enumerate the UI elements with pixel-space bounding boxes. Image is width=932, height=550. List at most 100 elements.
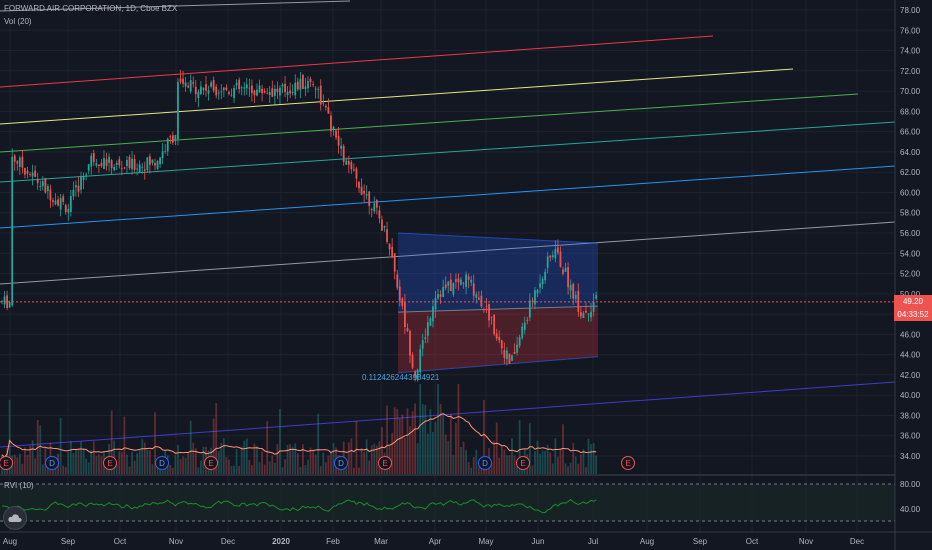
symbol-legend[interactable]: FORWARD AIR CORPORATION, 1D, Cboe BZX — [4, 4, 178, 13]
candle-body — [544, 271, 547, 281]
volume-bar — [156, 463, 159, 474]
rvi-legend[interactable]: RVI (10) — [4, 481, 34, 490]
dividend-marker[interactable]: D — [478, 456, 492, 470]
channel-line[interactable] — [0, 68, 794, 125]
candle-body — [182, 78, 184, 84]
earnings-marker[interactable]: E — [0, 456, 13, 470]
volume-bar — [564, 463, 567, 474]
candle-body — [118, 159, 121, 166]
volume-bar — [87, 462, 90, 474]
candle-body — [396, 274, 399, 288]
volume-bar — [541, 450, 544, 474]
channel-line[interactable] — [0, 93, 859, 153]
candle-body — [138, 164, 141, 173]
price-axis[interactable] — [895, 0, 932, 532]
candle-body — [414, 371, 416, 377]
price-axis-label: 38.00 — [900, 411, 921, 420]
volume-bar — [460, 447, 462, 474]
price-axis-label: 60.00 — [900, 188, 921, 197]
candle-body — [350, 162, 353, 170]
candle-body — [503, 350, 506, 359]
earnings-marker[interactable]: E — [621, 456, 635, 470]
volume-bar — [8, 399, 11, 474]
candle-body — [126, 160, 128, 167]
candle-body — [513, 351, 516, 354]
time-axis-labels[interactable]: Aug Sep Oct Nov Dec 2020 Feb Mar Apr May Jun Jul Aug… — [3, 537, 864, 546]
tradingview-logo-icon[interactable] — [3, 506, 27, 530]
volume-bar — [179, 458, 182, 474]
volume-bar — [217, 451, 220, 474]
candle-body — [212, 80, 215, 91]
price-axis-label: 66.00 — [900, 128, 921, 137]
position-stop-zone[interactable] — [398, 306, 598, 373]
dividend-marker[interactable]: D — [155, 456, 169, 470]
volume-bar — [146, 449, 149, 474]
candle-body — [75, 185, 77, 188]
candle-body — [192, 82, 195, 84]
candle-body — [202, 87, 205, 90]
volume-bar — [317, 413, 320, 474]
volume-bar — [391, 432, 394, 474]
channel-line[interactable] — [0, 165, 896, 229]
time-axis-label: Sep — [693, 537, 708, 546]
candle-body — [64, 205, 67, 212]
price-axis-label: 50.00 — [900, 290, 921, 299]
candle-body — [92, 153, 95, 163]
candles — [1, 69, 598, 382]
volume-bar — [62, 465, 65, 474]
volume-bar — [126, 454, 128, 474]
channel-lines[interactable] — [0, 0, 896, 448]
volume-bar — [358, 467, 360, 474]
earnings-marker[interactable]: E — [378, 456, 392, 470]
earnings-marker[interactable]: E — [103, 456, 117, 470]
volume-bar — [562, 424, 564, 474]
earnings-marker[interactable]: E — [204, 456, 218, 470]
channel-line[interactable] — [0, 221, 896, 285]
volume-bar — [421, 403, 424, 474]
volume-bar — [100, 456, 103, 474]
earnings-marker[interactable]: E — [516, 456, 530, 470]
channel-line[interactable] — [0, 381, 896, 448]
candle-body — [174, 135, 177, 141]
candle-body — [304, 86, 307, 90]
dividend-marker[interactable]: D — [45, 456, 59, 470]
volume-bar — [406, 408, 409, 474]
candle-body — [179, 78, 182, 83]
candle-body — [29, 174, 31, 176]
volume-legend[interactable]: Vol (20) — [4, 17, 32, 26]
long-position-tool[interactable] — [397, 232, 599, 374]
time-axis-label: Nov — [169, 537, 183, 546]
volume-bar — [350, 438, 353, 474]
volume-bar — [174, 454, 177, 474]
volume-bar — [595, 455, 598, 474]
last-price-tag: 49.20 — [894, 295, 932, 308]
time-axis-label: Nov — [799, 537, 813, 546]
volume-bar — [18, 453, 21, 474]
volume-bar — [251, 465, 253, 474]
pane-separator[interactable] — [0, 474, 895, 476]
candle-body — [360, 186, 363, 195]
price-axis-label: 46.00 — [900, 330, 921, 339]
channel-line[interactable] — [0, 121, 896, 183]
svg-text:D: D — [49, 459, 55, 468]
volume-bar — [143, 442, 146, 474]
channel-line[interactable] — [0, 35, 714, 88]
price-axis-label: 72.00 — [900, 67, 921, 76]
candle-body — [95, 163, 98, 166]
price-axis-label: 36.00 — [900, 432, 921, 441]
candle-body — [483, 309, 485, 311]
volume-bar — [39, 425, 42, 474]
volume-bar — [483, 399, 485, 474]
candle-body — [279, 87, 281, 96]
time-axis-label: Dec — [221, 537, 235, 546]
dividend-marker[interactable]: D — [334, 456, 348, 470]
svg-text:E: E — [107, 459, 112, 468]
candle-body — [521, 326, 524, 338]
channel-line[interactable] — [0, 0, 351, 12]
volume-bar — [572, 442, 575, 474]
candle-body — [324, 105, 327, 108]
volume-bar — [24, 447, 26, 474]
candle-body — [217, 92, 220, 94]
